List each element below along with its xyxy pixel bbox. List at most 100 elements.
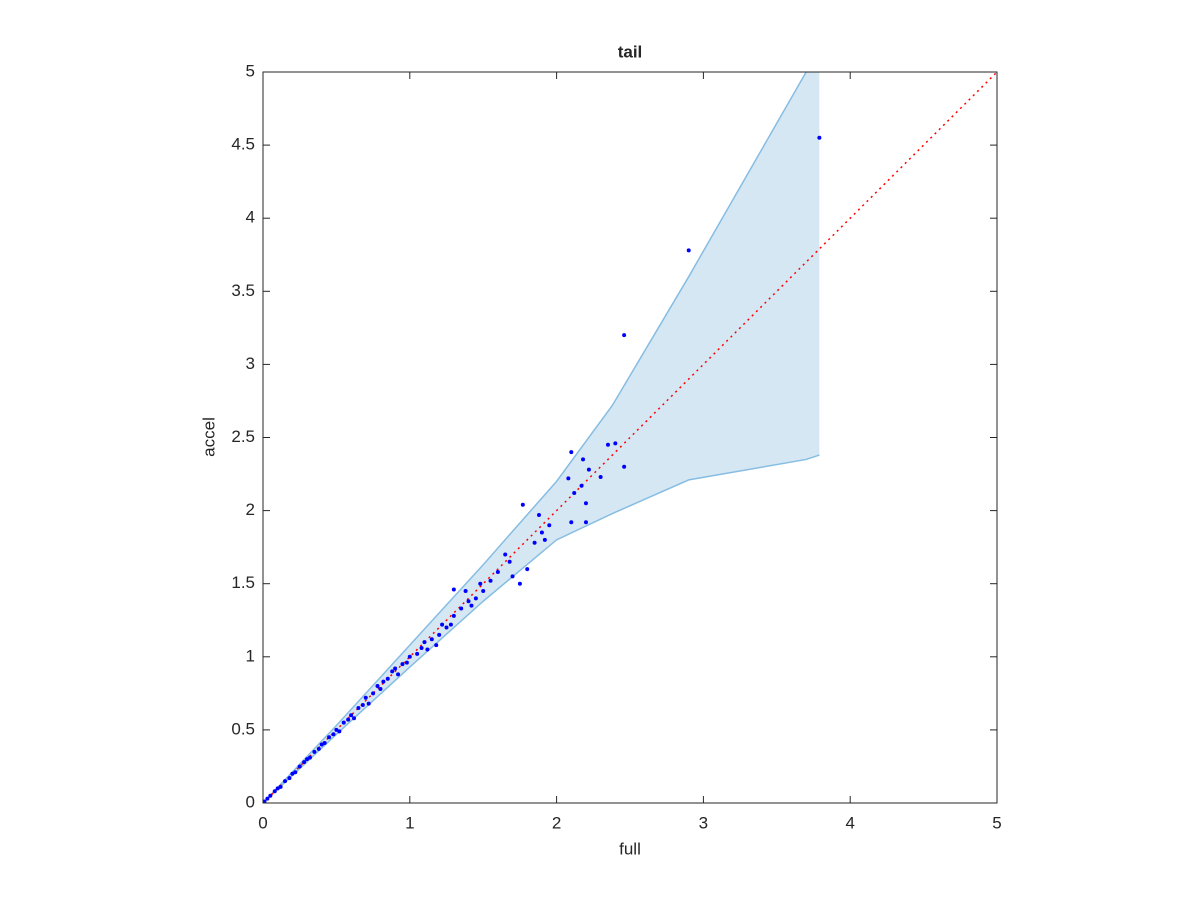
scatter-point <box>356 705 361 710</box>
scatter-point <box>583 520 588 525</box>
scatter-point <box>444 625 449 630</box>
scatter-point <box>407 654 412 659</box>
band-upper-edge <box>263 72 808 803</box>
scatter-point <box>434 643 439 648</box>
reference-line <box>263 72 997 803</box>
y-tick-label: 4.5 <box>231 135 255 154</box>
y-tick-label: 3.5 <box>231 281 255 300</box>
scatter-point <box>448 622 453 627</box>
scatter-point <box>302 760 307 765</box>
scatter-point <box>415 651 420 656</box>
scatter-point <box>495 570 500 575</box>
scatter-point <box>393 666 398 671</box>
scatter-point <box>346 717 351 722</box>
scatter-point <box>525 567 530 572</box>
scatter-point <box>293 770 298 775</box>
scatter-point <box>539 530 544 535</box>
scatter-point <box>686 248 691 253</box>
scatter-point <box>265 796 270 801</box>
scatter-point <box>272 789 277 794</box>
x-axis-label: full <box>619 839 641 858</box>
plot-area <box>263 72 997 803</box>
y-tick-label: 2 <box>246 500 255 519</box>
scatter-point <box>488 578 493 583</box>
scatter-point <box>503 552 508 557</box>
scatter-point <box>507 559 512 564</box>
scatter-point <box>451 587 456 592</box>
scatter-point <box>425 647 430 652</box>
scatter-point <box>520 502 525 507</box>
scatter-point <box>396 672 401 677</box>
scatter-point <box>371 691 376 696</box>
scatter-point <box>287 776 292 781</box>
scatter-point <box>390 669 395 674</box>
x-tick-label: 0 <box>258 813 267 832</box>
y-tick-label: 4 <box>246 208 255 227</box>
scatter-point <box>360 703 365 708</box>
scatter-point <box>385 676 390 681</box>
scatter-point <box>622 464 627 469</box>
y-tick-label: 2.5 <box>231 427 255 446</box>
scatter-point <box>337 729 342 734</box>
scatter-point <box>404 660 409 665</box>
y-tick-label: 0.5 <box>231 719 255 738</box>
scatter-point <box>283 779 288 784</box>
scatter-point <box>605 442 610 447</box>
scatter-point <box>400 662 405 667</box>
y-tick-label: 0 <box>246 792 255 811</box>
x-tick-label: 5 <box>992 813 1001 832</box>
scatter-point <box>510 574 515 579</box>
scatter-point <box>378 686 383 691</box>
scatter-point <box>473 596 478 601</box>
scatter-point <box>459 606 464 611</box>
scatter-point <box>613 441 618 446</box>
scatter-point <box>547 523 552 528</box>
scatter-point <box>312 749 317 754</box>
scatter-point <box>581 457 586 462</box>
scatter-point <box>542 537 547 542</box>
scatter-point <box>278 784 283 789</box>
scatter-point <box>349 713 354 718</box>
scatter-point <box>451 613 456 618</box>
scatter-point <box>478 581 483 586</box>
scatter-point <box>532 540 537 545</box>
scatter-point <box>366 701 371 706</box>
scatter-point <box>297 764 302 769</box>
band-lower-edge <box>263 454 820 803</box>
scatter-point <box>437 632 442 637</box>
y-tick-label: 1.5 <box>231 573 255 592</box>
scatter-point <box>381 679 386 684</box>
scatter-point <box>481 589 486 594</box>
scatter-point <box>469 603 474 608</box>
scatter-point <box>422 640 427 645</box>
x-tick-label: 1 <box>405 813 414 832</box>
scatter-point <box>583 501 588 506</box>
scatter-point <box>327 735 332 740</box>
band-area <box>263 72 820 803</box>
scatter-point <box>316 746 321 751</box>
y-axis-label: accel <box>199 417 218 457</box>
scatter-point <box>569 450 574 455</box>
scatter-point <box>429 637 434 642</box>
scatter-point <box>352 716 357 721</box>
scatter-point <box>375 684 380 689</box>
scatter-point <box>579 483 584 488</box>
x-tick-label: 4 <box>845 813 854 832</box>
scatter-point <box>363 695 368 700</box>
y-tick-label: 1 <box>246 646 255 665</box>
scatter-point <box>440 622 445 627</box>
scatter-point <box>566 476 571 481</box>
y-tick-label: 3 <box>246 354 255 373</box>
scatter-point <box>463 589 468 594</box>
x-tick-label: 3 <box>699 813 708 832</box>
scatter-point <box>598 474 603 479</box>
scatter-point <box>341 720 346 725</box>
scatter-point <box>466 599 471 604</box>
scatter-point <box>419 646 424 651</box>
scatter-point <box>586 467 591 472</box>
scatter-point <box>268 793 273 798</box>
x-tick-label: 2 <box>552 813 561 832</box>
scatter-point <box>322 741 327 746</box>
